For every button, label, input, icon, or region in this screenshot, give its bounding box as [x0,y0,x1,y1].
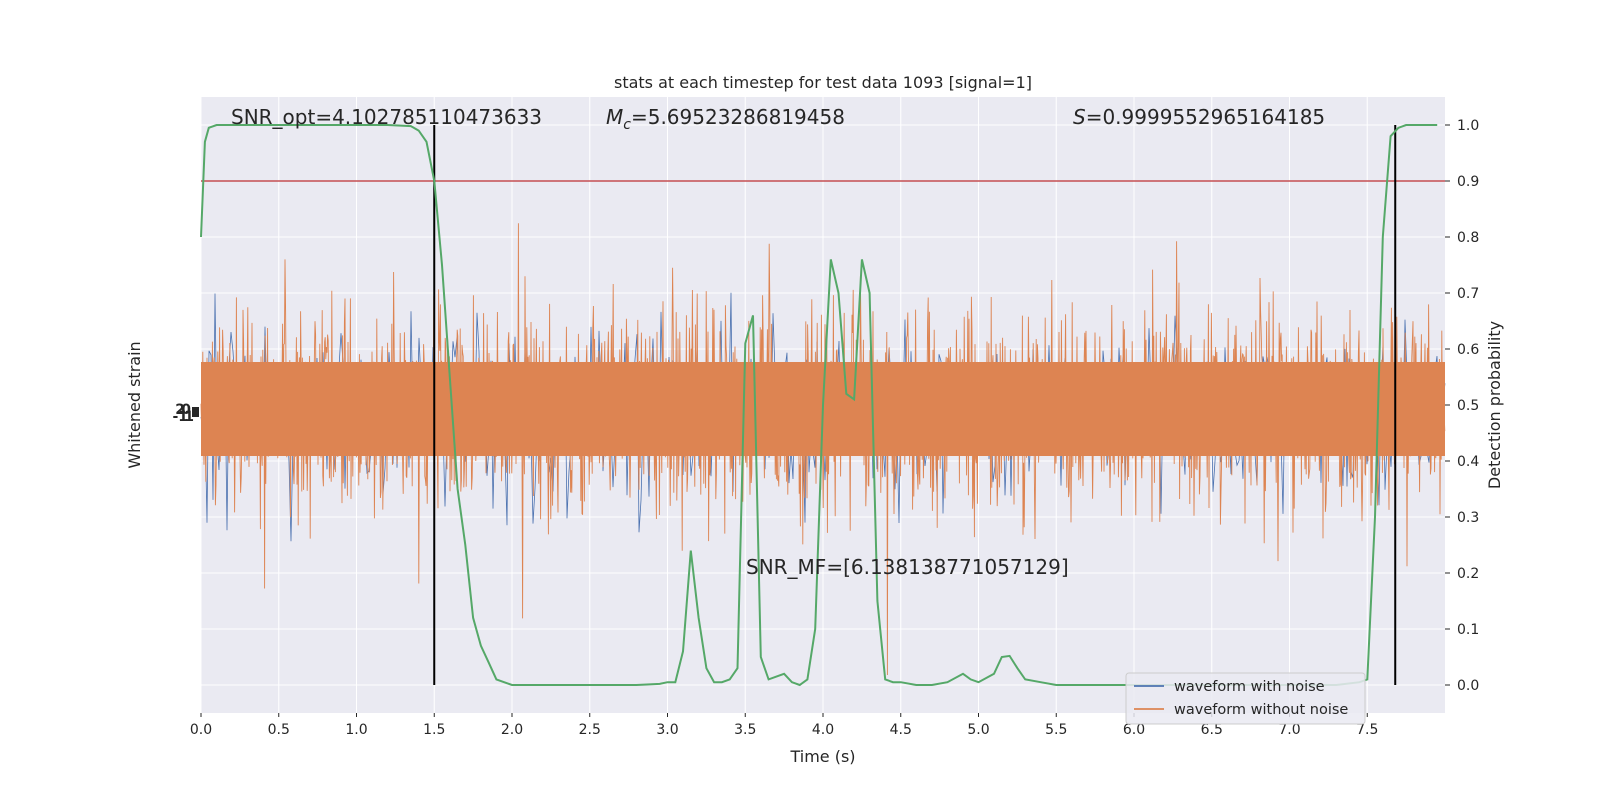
detection-probability-line [200,124,1438,687]
y-left-tick-label: 1 [184,409,194,425]
x-tick-label: 4.0 [812,722,834,738]
x-tick-label: 1.5 [423,722,445,738]
x-axis-label: Time (s) [789,747,855,766]
y-left-tick-mark [192,407,199,417]
y2-tick-label: 0.2 [1457,566,1479,582]
x-tick-label: 4.5 [890,722,912,738]
y-left-tick-label: 2 [175,402,185,418]
y2-tick-label: 0.6 [1457,342,1479,358]
y2-tick-label: 0.0 [1457,678,1479,694]
y2-tick-label: 1.0 [1457,118,1479,134]
x-tick-label: 0.0 [190,722,212,738]
x-tick-label: 6.0 [1123,722,1145,738]
x-tick-label: 2.0 [501,722,523,738]
y2-tick-label: 0.4 [1457,454,1479,470]
x-tick-label: 1.0 [345,722,367,738]
mc-symbol: M [606,105,623,129]
y2-tick-label: 0.8 [1457,230,1479,246]
s-value: =0.9999552965164185 [1086,105,1325,129]
x-tick-label: 7.0 [1278,722,1300,738]
y-left-tick-label: -1 [172,409,188,425]
x-tick-label: 0.5 [268,722,290,738]
y2-tick-label: 0.9 [1457,174,1479,190]
s-symbol: S [1073,105,1086,129]
x-tick-label: 6.5 [1201,722,1223,738]
y2-tick-label: 0.1 [1457,622,1479,638]
legend-box [1125,672,1366,725]
y2-tick-label: 0.7 [1457,286,1479,302]
overlays [200,124,1445,687]
chart-title: stats at each timestep for test data 109… [614,73,1032,92]
y-axis-label: Whitened strain [125,341,144,468]
y2-axis-label: Detection probability [1485,321,1504,489]
y2-tick-label: 0.3 [1457,510,1479,526]
y2-tick-label: 0.5 [1457,398,1479,414]
x-tick-label: 2.5 [579,722,601,738]
legend: waveform with noise waveform without noi… [1125,672,1366,725]
y-left-tick-label: 0 [181,402,191,418]
mc-annotation: Mc=5.69523286819458 [606,105,845,133]
x-tick-label: 7.5 [1356,722,1378,738]
x-tick-label: 3.5 [734,722,756,738]
snr-mf-annotation: SNR_MF=[6.138138771057129] [746,555,1069,579]
y2-axis-ticks: 0.0 0.1 0.2 0.3 0.4 0.5 0.6 0.7 0.8 0.9 1.0 [1445,118,1479,694]
mc-subscript: c [623,117,631,133]
mc-value: =5.69523286819458 [631,105,845,129]
snr-opt-annotation: SNR_opt=4.102785110473633 [231,105,542,129]
x-tick-label: 5.5 [1045,722,1067,738]
x-tick-label: 3.0 [656,722,678,738]
legend-label-without-noise: waveform without noise [1174,702,1348,718]
y-axis-left-ticks: 10-12 [172,402,199,425]
legend-label-with-noise: waveform with noise [1174,679,1325,695]
s-annotation: S=0.9999552965164185 [1073,105,1325,129]
x-axis-ticks: 0.0 0.5 1.0 1.5 2.0 2.5 3.0 3.5 4.0 4.5 5.0 5.5 6.0 6… [190,713,1378,738]
x-tick-label: 5.0 [967,722,989,738]
